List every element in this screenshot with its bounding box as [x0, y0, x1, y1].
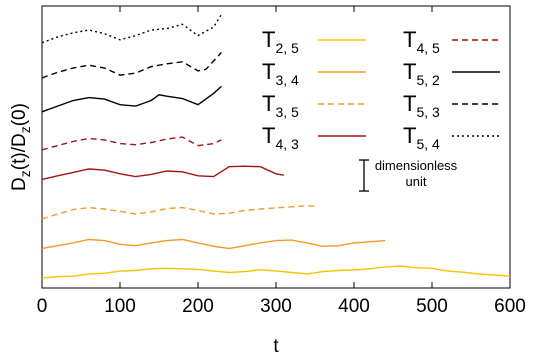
legend-entry: T5, 3 — [403, 91, 500, 120]
series-line-T-34 — [41, 238, 386, 250]
series-line-T-52 — [41, 85, 222, 113]
series-line-T-25 — [41, 265, 511, 279]
legend-label: T4, 3 — [262, 123, 299, 152]
legend-label: T3, 4 — [262, 59, 299, 88]
series-line-T-45 — [41, 136, 222, 151]
x-tick-label: 200 — [182, 296, 214, 317]
scale-bar-label-line1: dimensionless — [375, 158, 458, 173]
legend-entry: T3, 5 — [262, 91, 366, 120]
x-tick-label: 400 — [338, 296, 370, 317]
x-axis-label: t — [273, 336, 279, 357]
x-tick-label: 100 — [104, 296, 136, 317]
legend-entry: T5, 4 — [403, 123, 500, 152]
series-line-T-35 — [41, 204, 316, 220]
legend-entry: T4, 3 — [262, 123, 366, 152]
legend-label: T5, 4 — [403, 123, 440, 152]
legend-label: T3, 5 — [262, 91, 299, 120]
scale-bar-label-line2: unit — [406, 174, 427, 189]
legend-label: T4, 5 — [403, 27, 440, 56]
series-line-T-53 — [41, 52, 222, 79]
series-line-T-54 — [41, 14, 222, 44]
legend-entry: T3, 4 — [262, 59, 366, 88]
legend-entry: T4, 5 — [403, 27, 500, 56]
legend-entry: T5, 2 — [403, 59, 500, 88]
legend-entry: T2, 5 — [262, 27, 366, 56]
x-tick-label: 500 — [416, 296, 448, 317]
x-tick-label: 300 — [260, 296, 292, 317]
legend-label: T2, 5 — [262, 27, 299, 56]
y-axis-label: Dz(t)/Dz(0) — [9, 103, 33, 191]
x-tick-label: 600 — [494, 296, 526, 317]
legend-label: T5, 3 — [403, 91, 440, 120]
legend-label: T5, 2 — [403, 59, 440, 88]
x-tick-label: 0 — [37, 296, 48, 317]
series-line-T-43 — [41, 165, 284, 181]
